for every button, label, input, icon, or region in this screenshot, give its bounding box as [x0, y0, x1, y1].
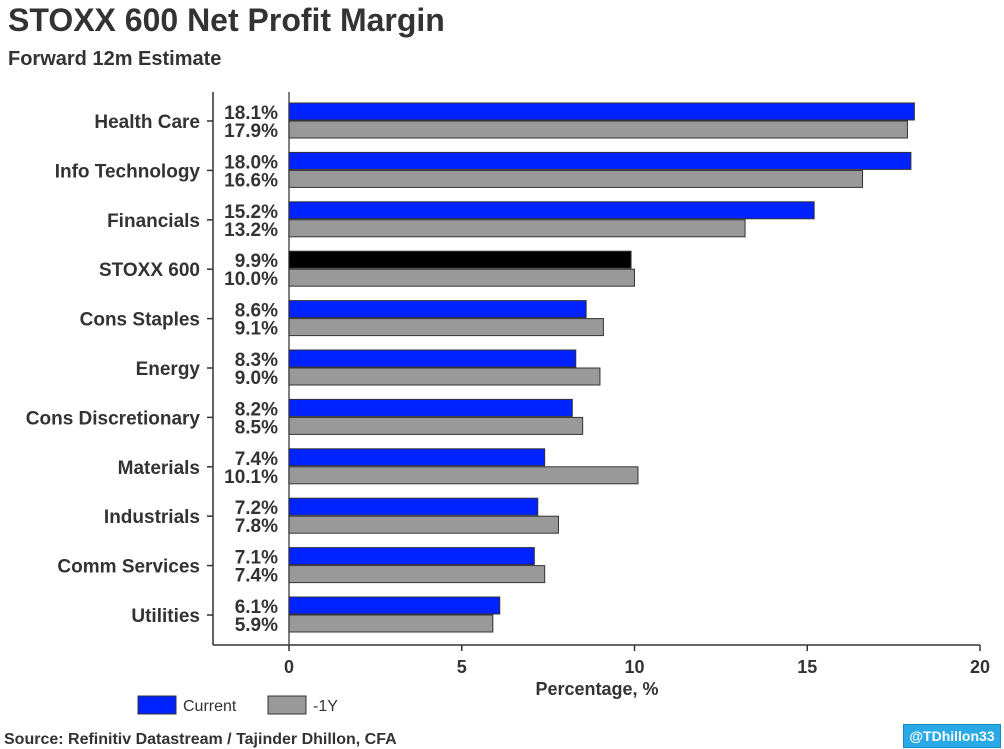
data-label: 8.2% — [235, 399, 278, 420]
category-label: STOXX 600 — [99, 260, 200, 281]
bar-current — [288, 250, 632, 269]
source-note: Source: Refinitiv Datastream / Tajinder … — [4, 731, 397, 748]
data-label: 9.0% — [235, 368, 278, 389]
bar-current — [288, 547, 535, 566]
legend-swatch — [267, 695, 307, 715]
data-label: 16.6% — [224, 170, 278, 191]
x-tick-label: 20 — [970, 657, 990, 677]
x-axis-title: Percentage, % — [535, 679, 658, 699]
data-label: 10.1% — [224, 467, 278, 488]
category-label: Health Care — [94, 112, 200, 133]
data-label: 6.1% — [235, 597, 278, 618]
bar-current — [288, 448, 546, 467]
bar-prior-year — [288, 268, 636, 287]
bar-current — [288, 349, 577, 368]
bar-prior-year — [288, 219, 746, 238]
category-label: Utilities — [131, 606, 200, 627]
x-tick-label: 10 — [624, 657, 644, 677]
data-label: 7.1% — [235, 548, 278, 569]
bar-prior-year — [288, 565, 546, 584]
bar-prior-year — [288, 515, 559, 534]
bar-current — [288, 300, 587, 319]
chart-title: STOXX 600 Net Profit Margin — [8, 2, 445, 38]
bar-prior-year — [288, 120, 908, 139]
data-label: 17.9% — [224, 121, 278, 142]
category-label: Info Technology — [55, 161, 201, 182]
legend-label: Current — [183, 698, 237, 715]
bar-current — [288, 398, 573, 417]
bar-prior-year — [288, 416, 584, 435]
category-label: Comm Services — [57, 557, 200, 578]
bar-prior-year — [288, 466, 639, 485]
data-label: 7.4% — [235, 566, 278, 587]
category-label: Energy — [136, 359, 201, 380]
data-label: 18.0% — [224, 152, 278, 173]
data-label: 9.9% — [235, 251, 278, 272]
bar-current — [288, 201, 815, 220]
data-label: 5.9% — [235, 615, 278, 636]
data-label: 7.8% — [235, 516, 278, 537]
data-label: 7.2% — [235, 498, 278, 519]
category-label: Industrials — [104, 507, 200, 528]
bar-prior-year — [288, 318, 604, 337]
data-label: 8.6% — [235, 301, 278, 322]
twitter-handle-badge: @TDhillon33 — [903, 724, 1001, 748]
category-label: Cons Discretionary — [26, 408, 201, 429]
data-label: 18.1% — [224, 103, 278, 124]
bar-current — [288, 596, 501, 615]
data-label: 10.0% — [224, 269, 278, 290]
x-tick-label: 5 — [457, 657, 467, 677]
data-label: 15.2% — [224, 202, 278, 223]
x-tick-label: 0 — [284, 657, 294, 677]
legend-label: -1Y — [313, 698, 338, 715]
data-label: 9.1% — [235, 319, 278, 340]
category-label: Materials — [118, 458, 200, 479]
bar-prior-year — [288, 367, 601, 386]
x-tick-label: 15 — [797, 657, 817, 677]
bar-prior-year — [288, 169, 864, 188]
bar-prior-year — [288, 614, 494, 633]
legend-swatch — [137, 695, 177, 715]
bar-current — [288, 151, 912, 170]
data-label: 8.3% — [235, 350, 278, 371]
category-label: Cons Staples — [80, 310, 200, 331]
bar-current — [288, 102, 915, 121]
category-label: Financials — [107, 211, 200, 232]
data-label: 8.5% — [235, 417, 278, 438]
chart-subtitle: Forward 12m Estimate — [8, 48, 222, 70]
bar-current — [288, 497, 539, 516]
data-label: 7.4% — [235, 449, 278, 470]
data-label: 13.2% — [224, 220, 278, 241]
